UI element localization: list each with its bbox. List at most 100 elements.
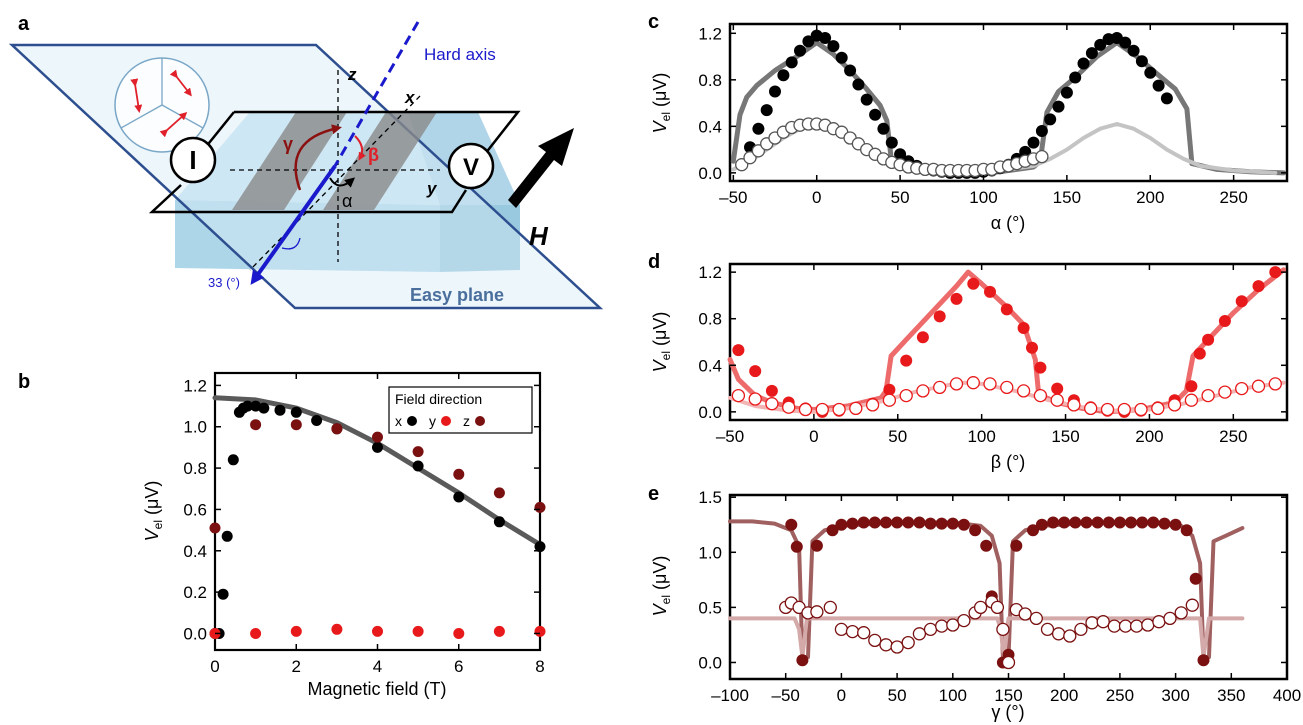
data-point xyxy=(826,524,839,537)
x-tick-label: 200 xyxy=(1136,188,1164,207)
y-tick-label: 0.4 xyxy=(698,117,722,136)
data-point xyxy=(899,388,913,403)
data-point xyxy=(290,406,302,418)
data-point xyxy=(1047,516,1060,529)
data-point xyxy=(534,501,546,513)
data-points-e xyxy=(779,516,1210,670)
data-point xyxy=(732,344,745,357)
data-point xyxy=(1094,38,1107,51)
data-point xyxy=(1077,57,1090,70)
field-label: H xyxy=(529,221,549,251)
legend-b: Field direction x y z xyxy=(388,386,533,434)
data-point xyxy=(752,122,765,135)
y-tick-label: 0.5 xyxy=(698,598,722,617)
data-point xyxy=(1069,71,1082,84)
data-point xyxy=(857,516,870,529)
y-tick-label: 1.2 xyxy=(698,24,722,43)
x-tick-label: 100 xyxy=(939,686,967,705)
data-point xyxy=(946,618,960,632)
data-point xyxy=(453,468,465,480)
data-point xyxy=(1085,47,1098,60)
x-tick-label: 200 xyxy=(1050,686,1078,705)
panel-letter-b: b xyxy=(18,371,30,393)
alpha-arc xyxy=(329,177,356,188)
data-point xyxy=(534,625,546,637)
data-point xyxy=(1018,607,1032,621)
data-point xyxy=(311,415,323,426)
data-point xyxy=(493,487,505,499)
data-point xyxy=(1085,616,1099,630)
ticks-e: –100 –50 0 50 100 150 200 250 300 350 400 0.0 0.5 1.0… xyxy=(698,488,1301,705)
data-point xyxy=(1136,516,1149,529)
fit-curve xyxy=(728,616,1245,659)
x-tick-label: 150 xyxy=(1051,427,1079,446)
data-point xyxy=(1080,516,1093,529)
data-point xyxy=(250,628,262,639)
data-point xyxy=(924,517,937,530)
x-tick-label: 0 xyxy=(837,686,846,705)
plot-frame-d xyxy=(728,262,1289,422)
data-point xyxy=(819,32,832,44)
plot-frame-c xyxy=(728,22,1289,183)
data-point xyxy=(1135,55,1148,68)
data-point xyxy=(1051,627,1066,641)
x-tick-label: –50 xyxy=(719,188,747,207)
data-point xyxy=(1185,598,1199,612)
data-point xyxy=(743,151,757,165)
x-axis-label-c: α (°) xyxy=(991,213,1026,233)
data-point xyxy=(1141,618,1155,632)
x-tick-label: 200 xyxy=(1135,427,1163,446)
data-point xyxy=(832,402,846,417)
data-point xyxy=(868,516,881,529)
data-point xyxy=(1193,347,1206,360)
data-point xyxy=(810,605,824,619)
data-point xyxy=(1184,393,1199,407)
data-point xyxy=(877,122,890,135)
data-point xyxy=(845,624,860,639)
x-axis-label-e: γ (°) xyxy=(991,702,1024,722)
y-axis-label-c: Vel (μV) xyxy=(650,73,673,134)
data-point xyxy=(1033,388,1048,403)
x-tick-label: 150 xyxy=(994,686,1022,705)
data-point xyxy=(1102,516,1115,529)
data-point xyxy=(935,517,948,530)
data-point xyxy=(933,310,946,323)
panel-e-chart: e –100 –50 0 50 100 150 200 250 300 350 400 0.0 0.5 1… xyxy=(648,483,1301,722)
y-tick-label: 0.4 xyxy=(183,542,207,561)
data-point xyxy=(1026,341,1038,354)
data-point xyxy=(1027,136,1040,149)
data-point xyxy=(1252,280,1265,293)
data-point xyxy=(1269,266,1282,279)
data-point xyxy=(798,402,813,417)
data-point xyxy=(1016,384,1031,398)
data-point xyxy=(1100,402,1115,417)
data-point xyxy=(1129,619,1144,633)
data-point xyxy=(1027,524,1039,537)
x-tick-label: 150 xyxy=(1053,188,1081,207)
y-tick-label: 0.4 xyxy=(698,356,722,375)
x-tick-label: 250 xyxy=(1106,686,1134,705)
data-point xyxy=(1268,377,1282,391)
data-point xyxy=(1113,516,1126,529)
domain-inset xyxy=(114,57,210,153)
data-point xyxy=(1000,303,1013,316)
y-tick-label: 0.8 xyxy=(183,459,207,478)
data-point xyxy=(901,635,915,650)
x-tick-label: 2 xyxy=(292,657,301,676)
data-point xyxy=(1035,125,1048,137)
data-point xyxy=(1160,92,1173,105)
data-point xyxy=(1151,401,1165,416)
x-tick-label: 4 xyxy=(373,657,382,676)
data-point xyxy=(1035,149,1049,164)
data-point xyxy=(1001,655,1016,670)
axis-x-label: x xyxy=(404,88,416,107)
panel-letter-a: a xyxy=(18,13,30,35)
data-point xyxy=(796,654,809,667)
x-tick-label: 250 xyxy=(1219,188,1247,207)
data-point xyxy=(412,446,424,458)
data-point xyxy=(885,136,898,149)
y-tick-label: 0.8 xyxy=(698,71,722,90)
data-point xyxy=(1180,524,1193,537)
x-tick-label: –50 xyxy=(716,427,744,446)
data-point xyxy=(1050,393,1064,407)
